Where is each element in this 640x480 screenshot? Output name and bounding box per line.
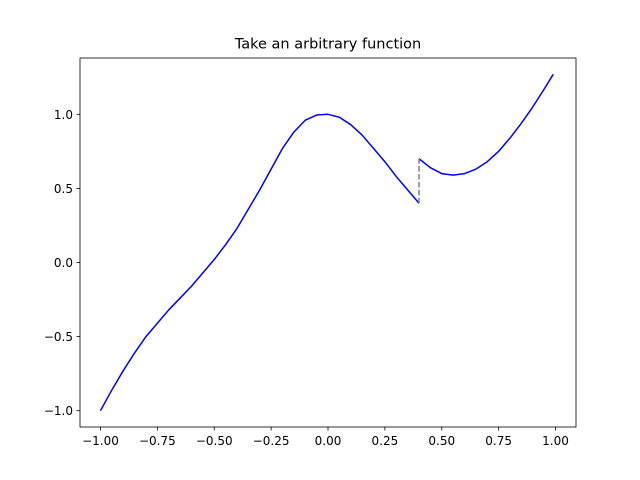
x-tick-label: 0.75 bbox=[485, 434, 512, 448]
y-tick-label: −0.5 bbox=[44, 330, 73, 344]
y-tick-label: 0.0 bbox=[54, 256, 73, 270]
x-tick-label: 1.00 bbox=[542, 434, 569, 448]
x-tick-label: 0.50 bbox=[428, 434, 455, 448]
series-line-2 bbox=[418, 73, 554, 176]
series-line-1 bbox=[99, 113, 420, 412]
x-tick-label: 0.00 bbox=[315, 434, 342, 448]
series-layer bbox=[99, 73, 554, 412]
y-tick-label: 1.0 bbox=[54, 108, 73, 122]
x-tick-label: −0.25 bbox=[253, 434, 290, 448]
x-tick-label: −0.50 bbox=[196, 434, 233, 448]
x-tick-label: −1.00 bbox=[82, 434, 119, 448]
x-tick-label: 0.25 bbox=[372, 434, 399, 448]
x-tick-label: −0.75 bbox=[139, 434, 176, 448]
axes-layer: −1.00 −0.75 −0.50 −0.25 0.00 0.25 0.50 0.75 1.00… bbox=[44, 57, 577, 448]
y-tick-label: 0.5 bbox=[54, 182, 73, 196]
chart-title: Take an arbitrary function bbox=[234, 37, 421, 53]
y-tick-label: −1.0 bbox=[44, 404, 73, 418]
